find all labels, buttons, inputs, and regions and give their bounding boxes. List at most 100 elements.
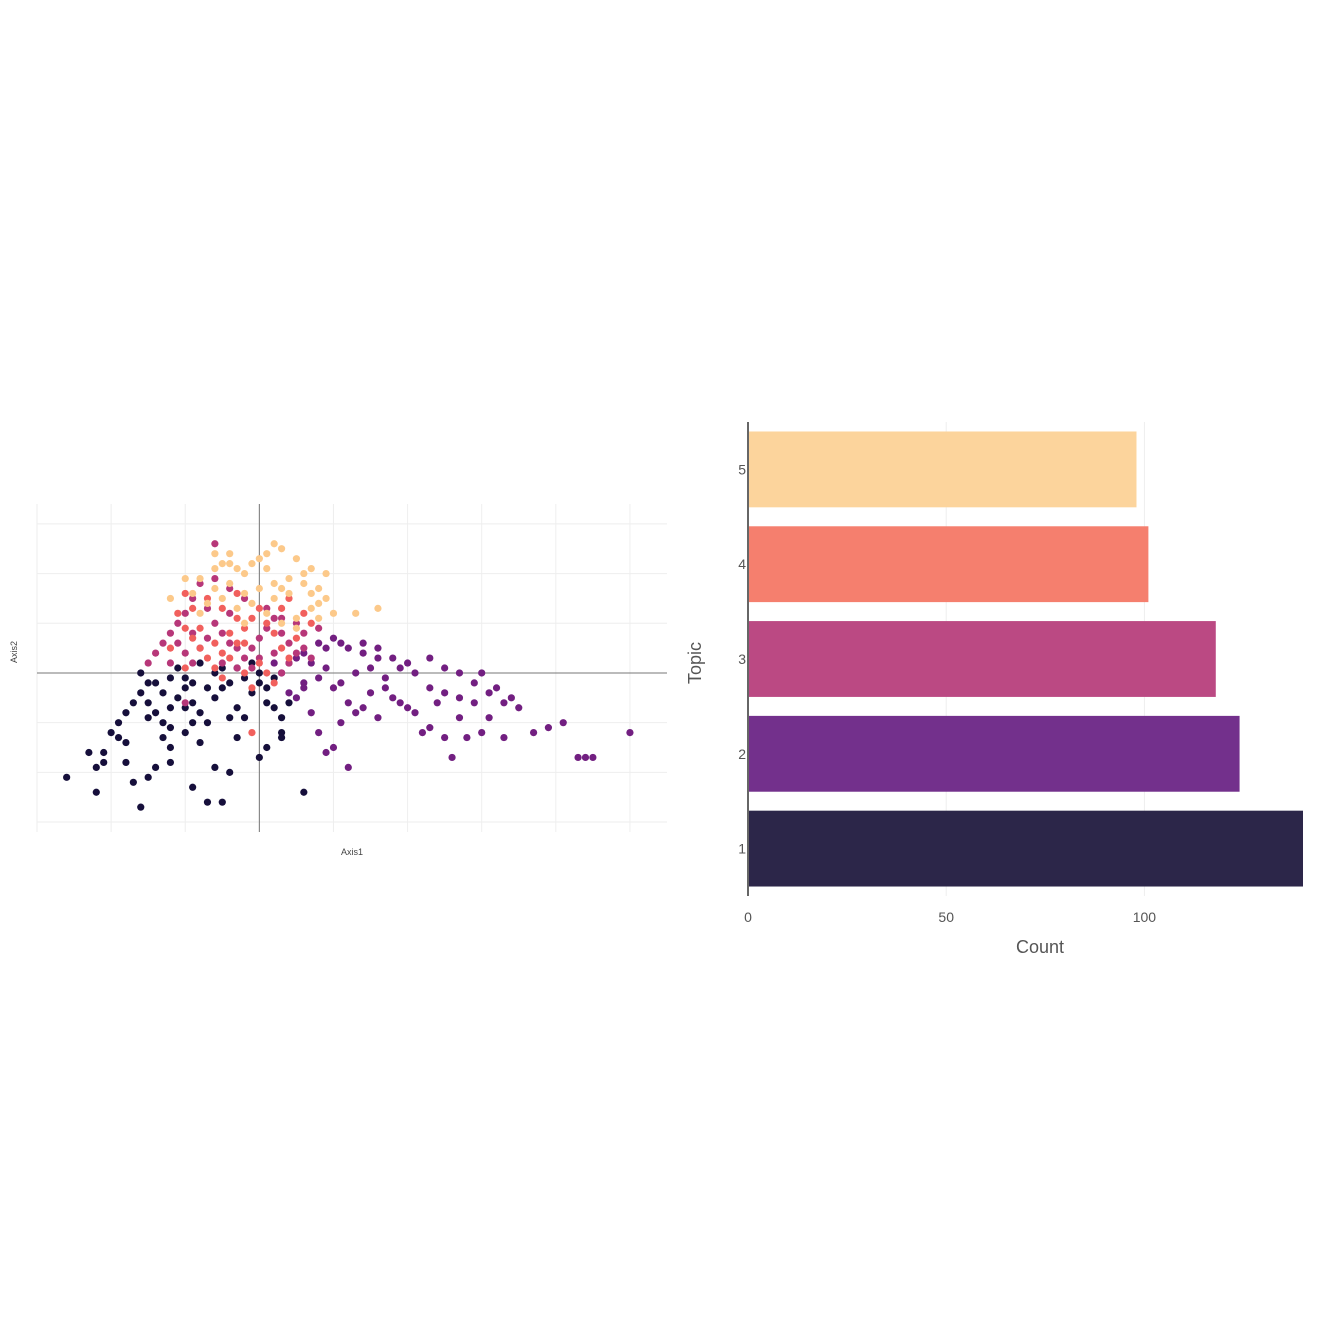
bar-chart: 1 2 3 4 5 0 50 100 Count Topic bbox=[685, 422, 1303, 957]
scatter-point bbox=[292, 624, 301, 632]
scatter-point bbox=[166, 704, 175, 712]
scatter-point bbox=[203, 604, 212, 612]
scatter-point bbox=[181, 684, 189, 692]
scatter-point bbox=[263, 609, 271, 617]
scatter-point bbox=[277, 584, 286, 593]
scatter-point bbox=[159, 733, 167, 742]
scatter-point bbox=[226, 550, 234, 558]
scatter-point bbox=[240, 619, 249, 627]
scatter-point bbox=[189, 589, 197, 598]
scatter-point bbox=[396, 699, 404, 707]
scatter-point bbox=[300, 684, 308, 692]
scatter-point bbox=[322, 594, 330, 603]
scatter-point bbox=[352, 709, 360, 717]
scatter-point bbox=[226, 768, 234, 776]
scatter-point bbox=[218, 594, 226, 603]
scatter-point bbox=[441, 664, 449, 672]
scatter-point bbox=[100, 758, 108, 767]
scatter-point bbox=[374, 644, 382, 652]
scatter-point bbox=[226, 629, 234, 637]
scatter-point bbox=[181, 699, 189, 707]
scatter-point bbox=[448, 753, 456, 762]
scatter-point bbox=[166, 674, 175, 682]
scatter-point bbox=[329, 609, 338, 617]
scatter-point bbox=[559, 719, 567, 727]
scatter-point bbox=[196, 579, 204, 588]
scatter-point bbox=[255, 555, 263, 563]
scatter-y-axis-label: Axis2 bbox=[9, 641, 19, 663]
scatter-point bbox=[151, 679, 160, 687]
scatter-point bbox=[344, 763, 352, 771]
bar-bars bbox=[748, 431, 1303, 887]
bar-y-ticks: 1 2 3 4 5 bbox=[738, 461, 746, 856]
scatter-point bbox=[211, 540, 219, 548]
scatter-point bbox=[248, 689, 256, 697]
scatter-point bbox=[226, 639, 234, 647]
scatter-point bbox=[151, 763, 160, 771]
scatter-point bbox=[144, 699, 152, 707]
scatter-point bbox=[166, 644, 175, 652]
scatter-point bbox=[233, 639, 241, 647]
scatter-point bbox=[174, 609, 182, 617]
scatter-point bbox=[366, 689, 375, 697]
scatter-point bbox=[189, 699, 197, 707]
scatter-point bbox=[226, 714, 234, 722]
scatter-point bbox=[374, 714, 382, 722]
scatter-point bbox=[352, 609, 360, 617]
scatter-point bbox=[418, 729, 427, 737]
scatter-point bbox=[189, 783, 197, 791]
scatter-point bbox=[129, 778, 137, 786]
scatter-point bbox=[218, 659, 226, 667]
scatter-point bbox=[426, 654, 434, 662]
scatter-point bbox=[233, 704, 241, 712]
scatter-point bbox=[270, 679, 278, 687]
scatter-point bbox=[270, 704, 278, 712]
bar-y-tick-label: 4 bbox=[738, 556, 746, 572]
scatter-point bbox=[277, 629, 286, 637]
scatter-point bbox=[285, 659, 293, 667]
scatter-point bbox=[63, 773, 71, 781]
scatter-point bbox=[211, 574, 219, 583]
scatter-point bbox=[151, 709, 160, 717]
scatter-point bbox=[100, 748, 108, 757]
scatter-point bbox=[441, 689, 449, 697]
scatter-point bbox=[196, 659, 204, 667]
scatter-point bbox=[240, 624, 249, 632]
bar-x-ticks: 0 50 100 bbox=[744, 909, 1156, 925]
scatter-point bbox=[233, 589, 241, 598]
scatter-point bbox=[485, 689, 493, 697]
scatter-point bbox=[403, 659, 412, 667]
scatter-point bbox=[226, 654, 234, 662]
scatter-point bbox=[500, 699, 508, 707]
scatter-point bbox=[315, 584, 323, 593]
scatter-point bbox=[189, 634, 197, 642]
scatter-point bbox=[240, 569, 249, 578]
scatter-point bbox=[203, 654, 212, 662]
scatter-point bbox=[203, 719, 212, 727]
scatter-point bbox=[285, 574, 293, 583]
scatter-point bbox=[240, 639, 249, 647]
bar-y-tick-label: 1 bbox=[738, 841, 746, 857]
scatter-point bbox=[307, 619, 315, 627]
bar-x-tick-label: 100 bbox=[1133, 909, 1157, 925]
scatter-point bbox=[196, 644, 204, 652]
scatter-point bbox=[189, 629, 197, 637]
scatter-point bbox=[307, 604, 315, 612]
scatter-point bbox=[507, 694, 515, 702]
scatter-point bbox=[144, 714, 152, 722]
scatter-point bbox=[300, 579, 308, 588]
scatter-point bbox=[122, 758, 130, 767]
scatter-point bbox=[285, 594, 293, 603]
scatter-point bbox=[248, 599, 256, 607]
scatter-point bbox=[255, 654, 263, 662]
scatter-point bbox=[196, 574, 204, 583]
scatter-point bbox=[174, 619, 182, 627]
bar-y-tick-label: 3 bbox=[738, 651, 746, 667]
scatter-point bbox=[307, 654, 315, 662]
scatter-point bbox=[248, 560, 256, 568]
scatter-point bbox=[389, 694, 397, 702]
scatter-point bbox=[574, 753, 582, 762]
scatter-point bbox=[255, 659, 263, 667]
scatter-point bbox=[218, 684, 226, 692]
scatter-point bbox=[255, 584, 263, 593]
